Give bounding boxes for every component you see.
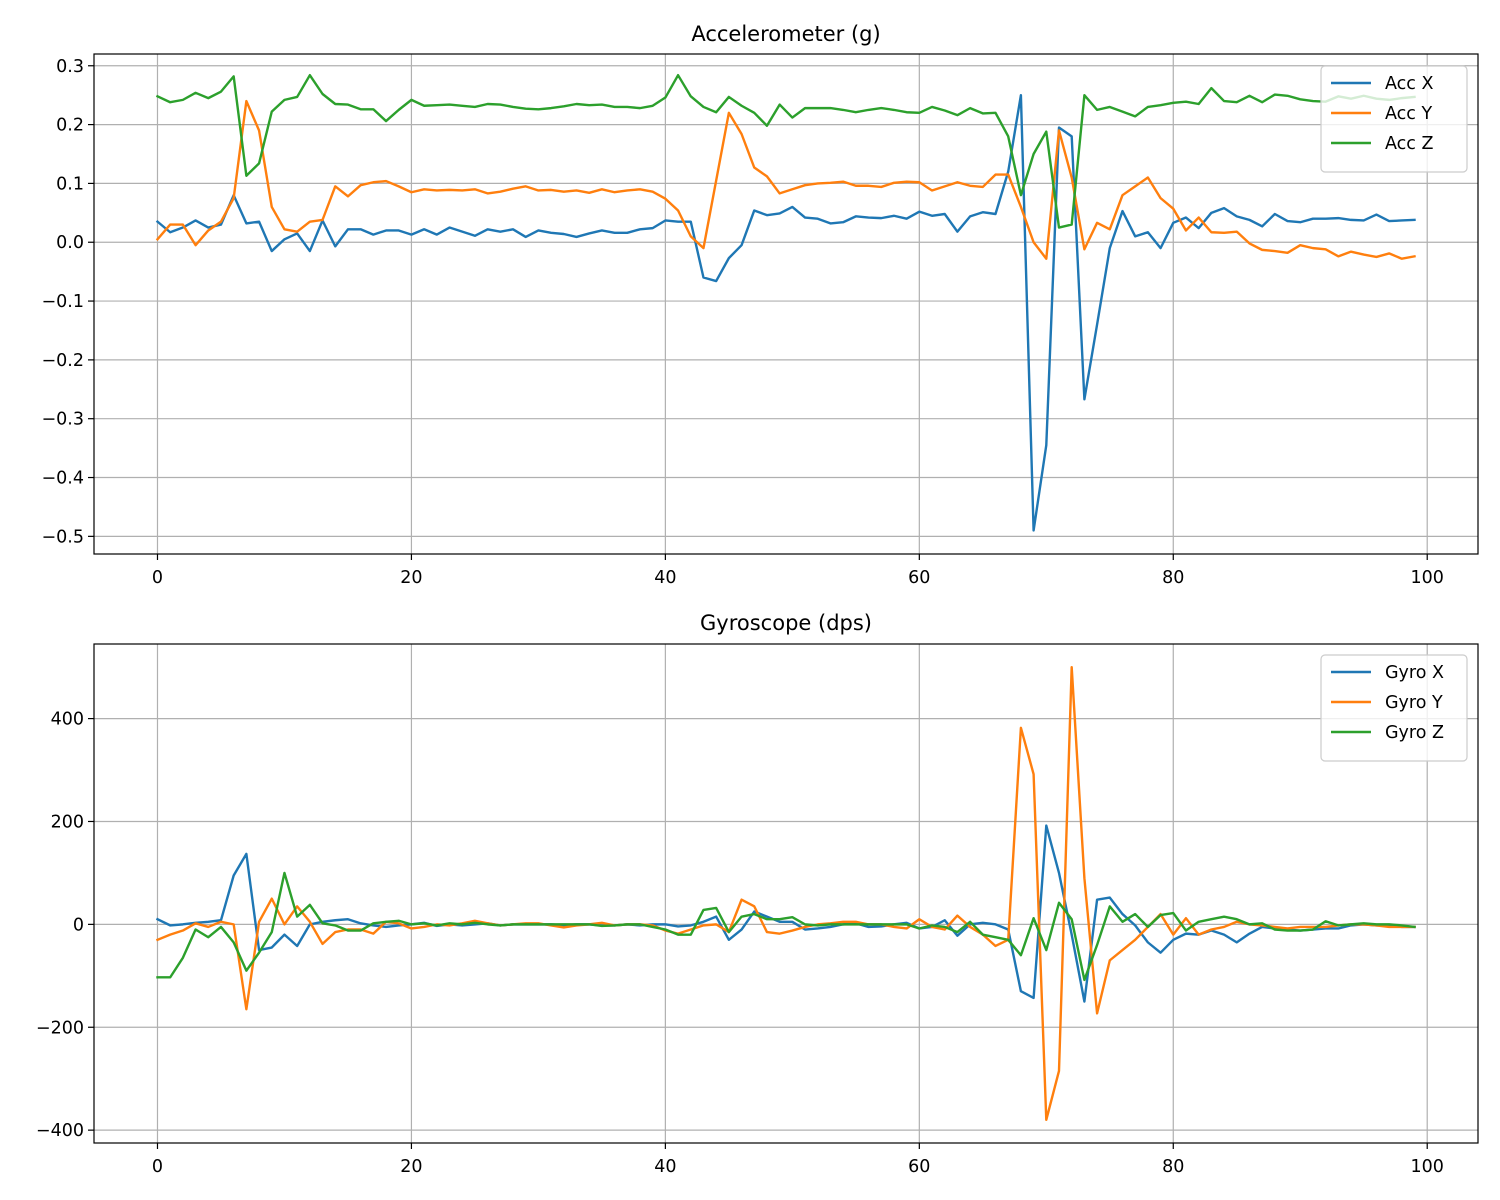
acc-ytick-label: 0.0 (56, 233, 84, 253)
accelerometer-legend: Acc X Acc Y Acc Z (1320, 65, 1468, 173)
accelerometer-subplot: 0 20 40 60 80 100 −0.5 −0.4 −0.3 −0.2 −0.1 0.0 0.1 0.… (42, 22, 1479, 588)
gyro-ytick-label: 200 (51, 812, 84, 832)
gyro-legend-label: Gyro Z (1385, 723, 1444, 743)
gyro-xtick-label: 60 (908, 1157, 930, 1177)
acc-legend-label: Acc Y (1385, 104, 1432, 124)
gyroscope-grid (94, 644, 1478, 1143)
acc-xtick-label: 80 (1162, 568, 1184, 588)
acc-ytick-label: −0.4 (42, 469, 85, 489)
acc-ytick-label: −0.1 (42, 292, 85, 312)
acc-ytick-label: −0.3 (42, 410, 85, 430)
gyro-series-gyro-y (155, 665, 1416, 1122)
gyro-series-gyro-z (156, 871, 1416, 982)
accelerometer-ticks: 0 20 40 60 80 100 −0.5 −0.4 −0.3 −0.2 −0.1 0.0 0.1 0.… (42, 57, 1444, 588)
accelerometer-title: Accelerometer (g) (691, 22, 880, 46)
gyro-ytick-label: −200 (36, 1018, 84, 1038)
gyroscope-subplot: 0 20 40 60 80 100 −400 −200 0 200 400 Gyroscope (d… (36, 611, 1479, 1177)
acc-ytick-label: 0.3 (56, 57, 84, 77)
acc-legend-label: Acc X (1385, 74, 1433, 94)
acc-ytick-label: 0.2 (56, 116, 84, 136)
acc-series-acc-z (155, 73, 1416, 229)
gyro-legend-label: Gyro Y (1385, 693, 1443, 713)
gyro-ytick-label: 0 (73, 915, 84, 935)
acc-series-acc-x (155, 93, 1416, 532)
gyroscope-legend: Gyro X Gyro Y Gyro Z (1320, 654, 1468, 762)
acc-ytick-label: 0.1 (56, 174, 84, 194)
acc-xtick-label: 60 (908, 568, 930, 588)
gyroscope-title: Gyroscope (dps) (700, 611, 872, 635)
acc-ytick-label: −0.5 (42, 527, 85, 547)
gyro-xtick-label: 40 (654, 1157, 676, 1177)
acc-xtick-label: 100 (1411, 568, 1444, 588)
accelerometer-series (155, 73, 1416, 532)
gyro-xtick-label: 100 (1411, 1157, 1444, 1177)
acc-xtick-label: 40 (654, 568, 676, 588)
gyro-xtick-label: 80 (1162, 1157, 1184, 1177)
acc-ytick-label: −0.2 (42, 351, 85, 371)
gyro-ytick-label: 400 (51, 710, 84, 730)
acc-xtick-label: 20 (400, 568, 422, 588)
gyro-ytick-label: −400 (36, 1121, 84, 1141)
gyroscope-ticks: 0 20 40 60 80 100 −400 −200 0 200 400 (36, 710, 1444, 1177)
gyro-legend-label: Gyro X (1385, 663, 1444, 683)
gyro-legend-box (1320, 654, 1468, 762)
acc-series-acc-y (155, 99, 1416, 260)
gyro-xtick-label: 20 (400, 1157, 422, 1177)
gyroscope-series (155, 665, 1416, 1122)
acc-legend-box (1320, 65, 1468, 173)
accelerometer-axes-frame (93, 53, 1479, 555)
gyro-xtick-label: 0 (152, 1157, 163, 1177)
acc-xtick-label: 0 (152, 568, 163, 588)
acc-legend-label: Acc Z (1385, 134, 1433, 154)
gyroscope-axes-frame (93, 643, 1479, 1144)
